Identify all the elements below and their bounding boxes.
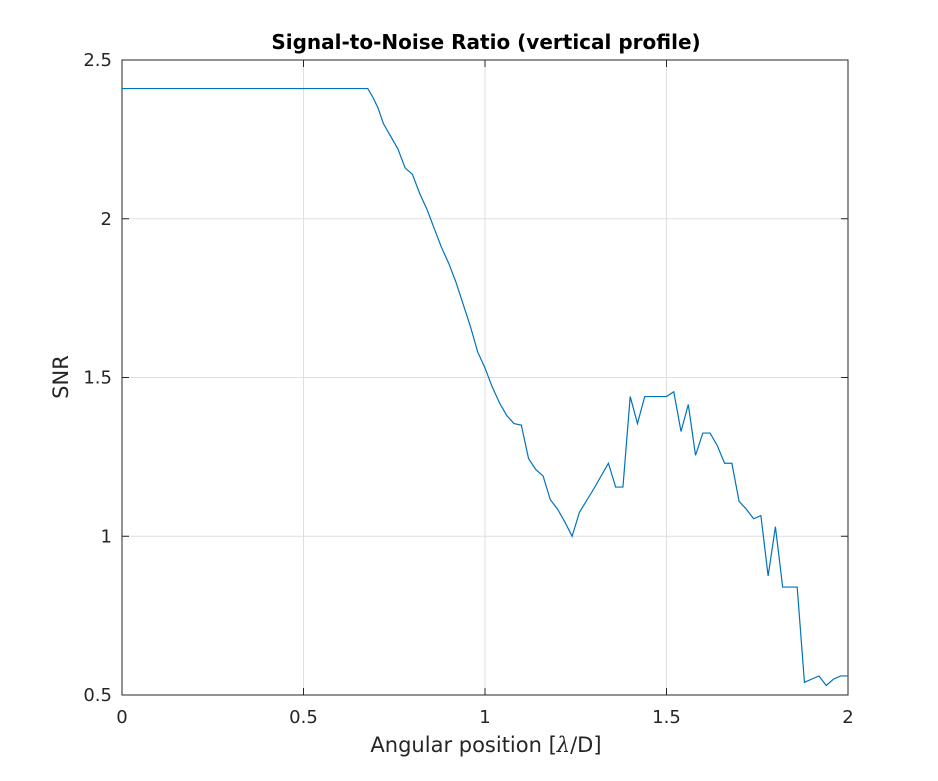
y-tick-label: 1.5 <box>83 368 112 389</box>
y-tick-label: 1 <box>101 526 112 547</box>
x-axis-label-lambda: λ <box>556 733 570 757</box>
ticks <box>121 59 849 696</box>
x-axis-label: Angular position [λ/D] <box>370 733 601 757</box>
x-axis-label-prefix: Angular position [ <box>370 733 556 757</box>
x-tick-label: 1.5 <box>652 707 681 728</box>
x-tick-label: 1 <box>479 707 490 728</box>
x-tick-label: 2 <box>842 707 853 728</box>
x-tick-label: 0.5 <box>289 707 318 728</box>
y-tick-label: 2.5 <box>83 50 112 71</box>
y-tick-labels: 0.5 1 1.5 2 2.5 <box>83 50 112 706</box>
chart-title: Signal-to-Noise Ratio (vertical profile) <box>271 30 700 54</box>
y-tick-label: 2 <box>101 209 112 230</box>
y-axis-label: SNR <box>49 355 73 399</box>
x-tick-labels: 0 0.5 1 1.5 2 <box>116 707 853 728</box>
y-tick-label: 0.5 <box>83 685 112 706</box>
snr-series-line <box>122 87 848 687</box>
x-axis-label-suffix: /D] <box>570 733 601 757</box>
x-tick-label: 0 <box>116 707 127 728</box>
